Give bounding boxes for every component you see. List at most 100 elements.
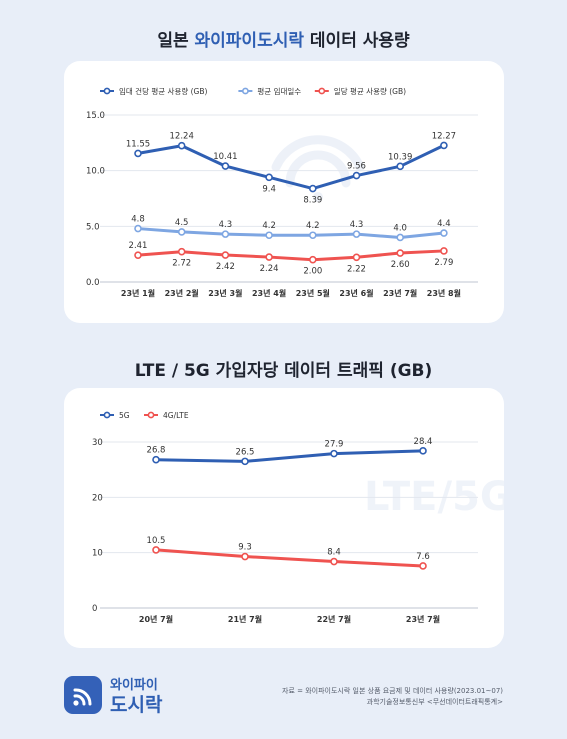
chart1-series-line-1	[136, 227, 446, 239]
chart2-series-1-point-1	[241, 552, 249, 561]
chart1-series-2-point-5	[352, 253, 361, 262]
chart1-series-0-label-6: 10.39	[388, 152, 412, 162]
chart1-series-2-label-7: 2.79	[434, 258, 453, 268]
chart1-series-2-label-5: 2.22	[347, 264, 366, 274]
chart1-title-suffix: 데이터 사용량	[309, 31, 410, 51]
chart1-xtick-1: 23년 2월	[165, 288, 199, 298]
chart1-series-2-point-2	[221, 251, 230, 259]
chart2-series-1-label-0: 10.5	[147, 536, 166, 546]
chart1-series-1-point-0	[134, 224, 142, 233]
chart2-series-1-point-0	[152, 546, 160, 554]
chart1-series-2-label-6: 2.60	[391, 260, 410, 270]
chart1-ytick-0: 15.0	[86, 111, 105, 121]
chart2-ytick-3: 0	[92, 604, 97, 614]
chart2-series-line-1	[154, 548, 425, 568]
chart1-ytick-2: 5.0	[86, 222, 100, 232]
chart2-series-0-point-3	[419, 447, 427, 455]
chart1-series-1-point-6	[396, 233, 405, 242]
chart2-legend-label-1: 4G/LTE	[163, 411, 189, 420]
chart1-series-2-point-1	[177, 247, 186, 256]
chart2-series-1-point-3	[419, 562, 427, 570]
chart2-series-1-point-2	[330, 557, 338, 566]
chart1-series-0-point-3	[265, 173, 273, 182]
chart1-card: 임대 건당 평균 사용량 (GB) 평균 임대일수 일당 평균 사용량 (GB) 15…	[64, 61, 504, 323]
source-line2: 과학기술정보통신부 <무선데이터트래픽통계>	[366, 698, 503, 706]
chart1-series-2-label-2: 2.42	[216, 262, 235, 272]
chart1-legend-marker-2	[318, 87, 326, 95]
chart2-xtick-0: 20년 7월	[139, 614, 173, 624]
chart1-legend-label-0: 임대 건당 평균 사용량 (GB)	[119, 86, 208, 96]
chart2-card: LTE/5G 5G 4G/LTE 30 20 10 0 20년 7월 21년 7월 22년 7월…	[64, 388, 504, 648]
chart1-title: 일본 와이파이도시락 데이터 사용량	[0, 26, 567, 51]
wifi-watermark-icon	[271, 135, 365, 202]
chart2-series-0-point-1	[241, 457, 249, 466]
chart2-series-1-label-3: 7.6	[416, 552, 430, 562]
chart2-series-1-label-2: 8.4	[327, 548, 341, 558]
logo-line1: 와이파이	[110, 678, 158, 693]
chart2-series-0-point-0	[152, 455, 160, 464]
chart1-series-0-point-0	[134, 149, 142, 158]
brand-logo: 와이파이 도시락	[64, 674, 184, 716]
chart1-series-0-point-5	[352, 171, 361, 180]
chart1-series-1-point-2	[221, 230, 230, 238]
chart1-series-1-label-7: 4.4	[437, 219, 451, 229]
chart1-legend-marker-0	[103, 87, 111, 95]
chart2-xtick-3: 23년 7월	[406, 614, 440, 624]
source-line1: 자료 = 와이파이도시락 일본 상품 요금제 및 데이터 사용량(2023.01…	[282, 687, 503, 695]
chart1-series-0-point-6	[396, 162, 405, 171]
chart1-series-1-label-5: 4.3	[350, 220, 364, 230]
chart1-series-2-point-7	[440, 247, 448, 255]
chart1-title-accent: 와이파이도시락	[194, 31, 304, 51]
chart1-series-0-point-1	[177, 141, 186, 150]
chart2-xtick-1: 21년 7월	[228, 614, 262, 624]
chart1-xtick-4: 23년 5월	[296, 288, 330, 298]
chart1-svg: 임대 건당 평균 사용량 (GB) 평균 임대일수 일당 평균 사용량 (GB) 15…	[86, 86, 478, 298]
chart1-series-2-label-1: 2.72	[172, 259, 191, 269]
chart1-series-1-point-3	[265, 231, 273, 240]
chart2-series-line-0	[154, 449, 425, 463]
chart1-series-1-label-0: 4.8	[131, 215, 145, 225]
chart1-xtick-5: 23년 6월	[339, 288, 373, 298]
chart2-legend-label-0: 5G	[119, 411, 130, 420]
chart1-series-2-label-0: 2.41	[129, 241, 148, 251]
chart1-series-0-label-2: 10.41	[213, 152, 237, 162]
chart1-series-line-0	[136, 143, 446, 191]
chart1-series-0-point-7	[440, 141, 448, 150]
chart1-series-0-label-5: 9.56	[347, 162, 366, 172]
chart1-ytick-3: 0.0	[86, 278, 100, 288]
chart2-series-0-label-3: 28.4	[414, 437, 433, 447]
chart1-xtick-3: 23년 4월	[252, 288, 286, 298]
chart2-series-0-point-2	[330, 449, 338, 458]
wifi-logo-icon	[64, 676, 102, 714]
chart1-series-line-2	[136, 249, 446, 262]
chart2-ytick-2: 10	[92, 549, 103, 559]
logo-line2: 도시락	[110, 694, 163, 716]
chart1-xtick-7: 23년 8월	[427, 288, 461, 298]
chart1-series-1-point-7	[440, 229, 448, 237]
chart1-series-2-label-3: 2.24	[260, 264, 279, 274]
chart2-xtick-2: 22년 7월	[317, 614, 351, 624]
chart1-series-1-label-3: 4.2	[262, 221, 276, 231]
chart1-ytick-1: 10.0	[86, 167, 105, 177]
chart1-series-2-point-3	[265, 253, 273, 261]
chart1-series-2-point-6	[396, 249, 405, 257]
chart1-series-1-label-2: 4.3	[219, 220, 233, 230]
chart1-series-0-point-4	[309, 184, 317, 193]
chart2-legend-marker-1	[147, 411, 155, 419]
chart1-series-0-label-1: 12.24	[170, 132, 194, 142]
chart2-ytick-1: 20	[92, 493, 103, 503]
chart2-title: LTE / 5G 가입자당 데이터 트래픽 (GB)	[134, 361, 433, 381]
chart1-series-2-point-0	[134, 251, 142, 259]
chart1-legend-label-2: 일당 평균 사용량 (GB)	[334, 86, 406, 96]
chart2-series-0-label-2: 27.9	[325, 440, 344, 450]
chart1-series-1-point-5	[352, 230, 361, 238]
chart1-series-1-label-4: 4.2	[306, 221, 320, 231]
chart1-series-0-point-2	[221, 162, 230, 170]
chart1-series-1-point-4	[309, 231, 317, 240]
chart1-title-prefix: 일본	[157, 31, 189, 51]
chart2-legend-marker-0	[103, 411, 111, 419]
chart1-series-0-label-0: 11.55	[126, 139, 150, 149]
chart1-series-1-point-1	[177, 228, 186, 236]
chart1-series-0-label-7: 12.27	[432, 131, 456, 141]
chart1-series-2-label-4: 2.00	[303, 267, 322, 277]
